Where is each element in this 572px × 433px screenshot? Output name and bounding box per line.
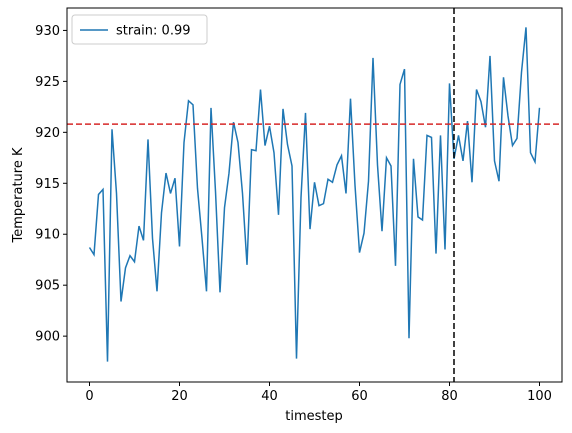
y-axis-label: Temperature K <box>11 147 26 243</box>
y-tick-label: 920 <box>35 126 60 141</box>
y-tick-label: 925 <box>35 75 60 90</box>
y-tick-label: 900 <box>35 330 60 345</box>
x-tick-label: 0 <box>85 389 93 404</box>
x-tick-label: 40 <box>261 389 278 404</box>
y-tick-label: 905 <box>35 279 60 294</box>
y-tick-label: 930 <box>35 24 60 39</box>
x-tick-label: 80 <box>441 389 458 404</box>
x-axis-label: timestep <box>285 409 343 424</box>
x-tick-label: 20 <box>171 389 188 404</box>
legend-label: strain: 0.99 <box>116 24 191 39</box>
y-tick-label: 910 <box>35 228 60 243</box>
legend-box <box>71 14 208 45</box>
x-tick-label: 100 <box>527 389 552 404</box>
y-tick-label: 915 <box>35 177 60 192</box>
x-tick-label: 60 <box>351 389 368 404</box>
plot-frame <box>66 7 563 383</box>
data-line <box>88 27 541 362</box>
